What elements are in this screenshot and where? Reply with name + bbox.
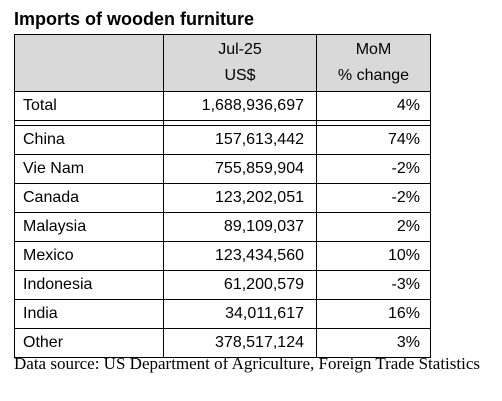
data-source-note: Data source: US Department of Agricultur… — [14, 354, 480, 373]
country-value: 755,859,904 — [163, 154, 317, 184]
page-title: Imports of wooden furniture — [14, 9, 254, 29]
country-change: 10% — [316, 241, 431, 271]
country-name: Malaysia — [14, 212, 164, 242]
table-row: Canada 123,202,051 -2% — [14, 183, 431, 213]
header-change-label: MoM — [355, 41, 392, 58]
country-change: 74% — [316, 125, 431, 155]
header-value-period: Jul-25 — [218, 41, 262, 58]
header-change-unit: % change — [337, 67, 410, 84]
imports-table: Jul-25 US$ MoM % change Total 1,688,936,… — [14, 34, 431, 358]
country-value: 157,613,442 — [163, 125, 317, 155]
country-value: 123,202,051 — [163, 183, 317, 213]
country-value: 378,517,124 — [163, 328, 317, 358]
table-row: Malaysia 89,109,037 2% — [14, 212, 431, 242]
table-row: Other 378,517,124 3% — [14, 328, 431, 358]
total-value: 1,688,936,697 — [163, 91, 317, 121]
country-value: 89,109,037 — [163, 212, 317, 242]
country-change: -2% — [316, 183, 431, 213]
country-change: 16% — [316, 299, 431, 329]
table-row: Mexico 123,434,560 10% — [14, 241, 431, 271]
country-change: 3% — [316, 328, 431, 358]
country-name: India — [14, 299, 164, 329]
country-value: 34,011,617 — [163, 299, 317, 329]
table-row: India 34,011,617 16% — [14, 299, 431, 329]
country-name: Other — [14, 328, 164, 358]
country-value: 123,434,560 — [163, 241, 317, 271]
country-name: Vie Nam — [14, 154, 164, 184]
table-row: Indonesia 61,200,579 -3% — [14, 270, 431, 300]
total-row: Total 1,688,936,697 4% — [14, 91, 431, 121]
header-country — [14, 34, 164, 92]
country-change: -3% — [316, 270, 431, 300]
country-name: Mexico — [14, 241, 164, 271]
header-change: MoM % change — [316, 34, 431, 92]
header-value: Jul-25 US$ — [163, 34, 317, 92]
country-value: 61,200,579 — [163, 270, 317, 300]
header-value-unit: US$ — [224, 67, 256, 84]
country-name: Indonesia — [14, 270, 164, 300]
country-name: China — [14, 125, 164, 155]
total-label: Total — [14, 91, 164, 121]
country-change: 2% — [316, 212, 431, 242]
table-row: Vie Nam 755,859,904 -2% — [14, 154, 431, 184]
table-header-row: Jul-25 US$ MoM % change — [14, 34, 431, 92]
country-change: -2% — [316, 154, 431, 184]
country-name: Canada — [14, 183, 164, 213]
total-change: 4% — [316, 91, 431, 121]
table-row: China 157,613,442 74% — [14, 125, 431, 155]
